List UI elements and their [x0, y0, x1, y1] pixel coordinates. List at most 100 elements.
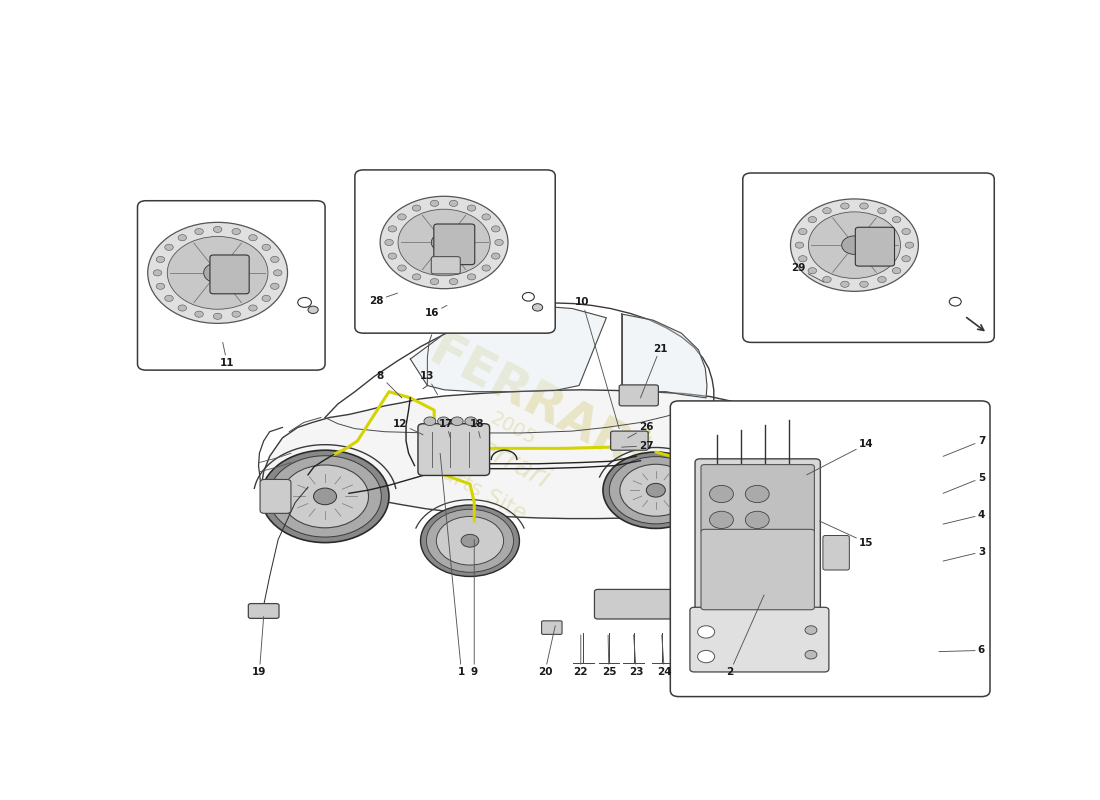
- Text: 23: 23: [629, 635, 644, 677]
- Circle shape: [420, 505, 519, 577]
- FancyBboxPatch shape: [431, 257, 460, 274]
- Circle shape: [532, 304, 542, 311]
- Circle shape: [842, 236, 867, 254]
- Text: 29: 29: [791, 263, 824, 282]
- Circle shape: [385, 239, 394, 246]
- Circle shape: [710, 486, 734, 502]
- Circle shape: [262, 295, 271, 302]
- Text: 12: 12: [393, 418, 424, 435]
- FancyBboxPatch shape: [807, 488, 833, 517]
- Circle shape: [388, 226, 397, 232]
- Circle shape: [878, 208, 887, 214]
- Circle shape: [232, 311, 241, 318]
- Circle shape: [156, 283, 165, 290]
- Circle shape: [249, 305, 257, 311]
- Circle shape: [603, 452, 708, 529]
- Circle shape: [808, 217, 816, 222]
- Circle shape: [745, 477, 817, 529]
- Circle shape: [437, 517, 504, 565]
- FancyBboxPatch shape: [701, 530, 814, 610]
- FancyBboxPatch shape: [138, 201, 326, 370]
- Circle shape: [808, 212, 901, 278]
- Circle shape: [468, 274, 476, 280]
- Circle shape: [461, 534, 478, 547]
- Circle shape: [381, 196, 508, 289]
- FancyBboxPatch shape: [355, 170, 556, 333]
- Circle shape: [195, 311, 204, 318]
- Circle shape: [431, 234, 456, 252]
- Circle shape: [261, 450, 389, 542]
- Circle shape: [412, 205, 421, 211]
- Circle shape: [620, 464, 692, 516]
- Circle shape: [449, 200, 458, 206]
- Text: 19: 19: [252, 617, 266, 677]
- Circle shape: [746, 511, 769, 529]
- Text: 17: 17: [439, 418, 453, 438]
- FancyBboxPatch shape: [742, 173, 994, 342]
- FancyBboxPatch shape: [619, 385, 659, 406]
- Text: 26: 26: [628, 422, 653, 438]
- Circle shape: [398, 214, 406, 220]
- Circle shape: [465, 417, 476, 426]
- Polygon shape: [261, 390, 806, 518]
- Circle shape: [178, 305, 187, 311]
- Polygon shape: [621, 314, 707, 398]
- Text: 24: 24: [657, 635, 672, 677]
- Circle shape: [791, 199, 918, 291]
- Circle shape: [522, 293, 535, 301]
- FancyBboxPatch shape: [695, 459, 821, 617]
- Text: FERRARI: FERRARI: [420, 326, 656, 482]
- Text: 4: 4: [943, 510, 986, 524]
- Circle shape: [840, 281, 849, 287]
- Text: 13: 13: [420, 371, 438, 394]
- Circle shape: [860, 281, 868, 287]
- Circle shape: [697, 626, 715, 638]
- Circle shape: [892, 217, 901, 222]
- Text: 9: 9: [471, 539, 477, 677]
- Text: 5: 5: [943, 473, 986, 494]
- Circle shape: [268, 456, 382, 537]
- Circle shape: [274, 270, 282, 276]
- Text: 21: 21: [640, 343, 668, 398]
- Text: 2: 2: [726, 595, 764, 677]
- Circle shape: [153, 270, 162, 276]
- FancyBboxPatch shape: [856, 227, 894, 266]
- Circle shape: [482, 265, 491, 271]
- FancyBboxPatch shape: [683, 477, 707, 504]
- Circle shape: [492, 253, 500, 259]
- Circle shape: [204, 262, 232, 283]
- FancyBboxPatch shape: [249, 603, 279, 618]
- Circle shape: [609, 457, 702, 524]
- Polygon shape: [410, 306, 606, 392]
- Circle shape: [840, 203, 849, 209]
- Circle shape: [427, 510, 514, 572]
- Circle shape: [449, 278, 458, 285]
- Circle shape: [249, 234, 257, 241]
- Circle shape: [892, 267, 901, 274]
- Circle shape: [147, 222, 287, 323]
- Circle shape: [398, 265, 406, 271]
- Text: 28: 28: [368, 293, 397, 306]
- Text: 16: 16: [425, 306, 447, 318]
- Circle shape: [795, 242, 804, 248]
- FancyBboxPatch shape: [701, 465, 814, 533]
- Text: 6: 6: [938, 646, 986, 655]
- Circle shape: [468, 205, 476, 211]
- Circle shape: [262, 244, 271, 250]
- Text: 20: 20: [538, 626, 556, 677]
- Circle shape: [902, 256, 911, 262]
- Circle shape: [805, 626, 817, 634]
- Circle shape: [412, 274, 421, 280]
- Circle shape: [746, 486, 769, 502]
- Text: Parts Site: Parts Site: [427, 457, 530, 524]
- Circle shape: [167, 237, 268, 310]
- Circle shape: [232, 229, 241, 234]
- Circle shape: [771, 496, 791, 510]
- Text: 22: 22: [573, 635, 588, 677]
- Circle shape: [451, 417, 463, 426]
- Circle shape: [165, 244, 174, 250]
- Text: 11: 11: [220, 342, 234, 368]
- Circle shape: [647, 483, 666, 497]
- Circle shape: [213, 314, 222, 319]
- Circle shape: [805, 650, 817, 659]
